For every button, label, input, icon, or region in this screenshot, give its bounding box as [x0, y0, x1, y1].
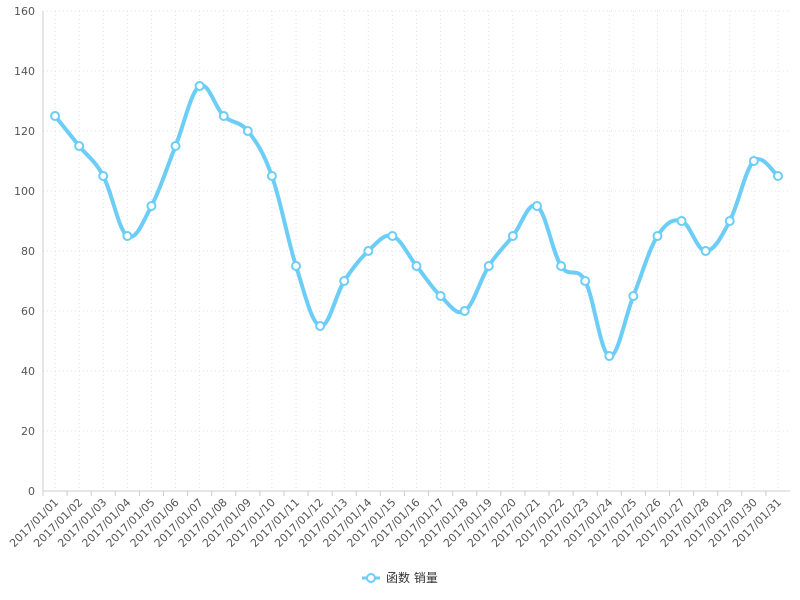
point: [218, 111, 229, 121]
point: [50, 111, 61, 121]
y-tick-label: 160: [14, 5, 35, 18]
point: [652, 231, 663, 241]
point: [266, 171, 277, 181]
y-tick-label: 40: [21, 365, 35, 378]
point: [411, 261, 422, 271]
point: [700, 246, 711, 256]
point: [363, 246, 374, 256]
point: [556, 261, 567, 271]
point: [194, 81, 205, 91]
point: [483, 261, 494, 271]
point: [291, 261, 302, 271]
y-tick-label: 120: [14, 125, 35, 138]
point: [315, 321, 326, 331]
point: [74, 141, 85, 151]
point: [146, 201, 157, 211]
point: [459, 306, 470, 316]
point: [170, 141, 181, 151]
point: [122, 231, 133, 241]
point: [748, 156, 759, 166]
point: [772, 171, 783, 181]
point: [531, 201, 542, 211]
y-tick-label: 140: [14, 65, 35, 78]
point: [676, 216, 687, 226]
y-tick-label: 100: [14, 185, 35, 198]
point: [339, 276, 350, 286]
y-tick-label: 0: [28, 485, 35, 498]
point: [628, 291, 639, 301]
point: [724, 216, 735, 226]
y-tick-label: 80: [21, 245, 35, 258]
point: [242, 126, 253, 136]
legend-marker: [366, 573, 376, 583]
y-tick-label: 20: [21, 425, 35, 438]
point: [435, 291, 446, 301]
point: [580, 276, 591, 286]
point: [604, 351, 615, 361]
legend-label: 函数 销量: [386, 570, 438, 585]
point: [507, 231, 518, 241]
y-tick-label: 60: [21, 305, 35, 318]
point: [387, 231, 398, 241]
point: [98, 171, 109, 181]
